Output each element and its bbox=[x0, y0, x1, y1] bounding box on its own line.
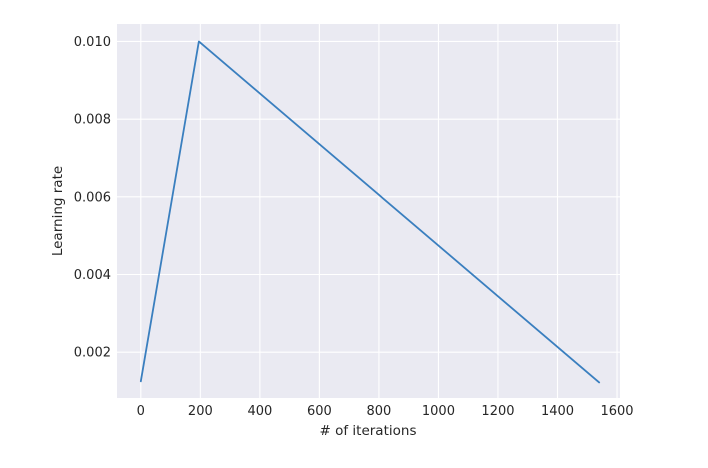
x-axis-label: # of iterations bbox=[320, 423, 417, 439]
x-tick-label: 1200 bbox=[481, 404, 514, 419]
series-group bbox=[139, 40, 601, 384]
x-tick-labels: 0 200 400 600 800 1000 1200 1400 1600 bbox=[137, 404, 634, 419]
y-tick-label: 0.002 bbox=[74, 346, 111, 361]
y-gridlines bbox=[117, 40, 620, 353]
y-tick-label: 0.008 bbox=[74, 113, 111, 128]
x-tick-label: 1600 bbox=[600, 404, 633, 419]
y-axis-label: Learning rate bbox=[50, 166, 66, 256]
y-tick-labels: 0.002 0.004 0.006 0.008 0.010 bbox=[74, 35, 111, 361]
y-tick-label: 0.004 bbox=[74, 268, 111, 283]
x-gridlines bbox=[140, 24, 618, 398]
x-tick-label: 200 bbox=[188, 404, 213, 419]
y-tick-label: 0.010 bbox=[74, 35, 111, 50]
x-tick-label: 800 bbox=[367, 404, 392, 419]
learning-rate-series-line bbox=[139, 40, 601, 384]
x-tick-label: 400 bbox=[247, 404, 272, 419]
x-tick-label: 1400 bbox=[541, 404, 574, 419]
x-tick-label: 600 bbox=[307, 404, 332, 419]
x-tick-label: 1000 bbox=[422, 404, 455, 419]
y-tick-label: 0.006 bbox=[74, 190, 111, 205]
x-tick-label: 0 bbox=[137, 404, 145, 419]
